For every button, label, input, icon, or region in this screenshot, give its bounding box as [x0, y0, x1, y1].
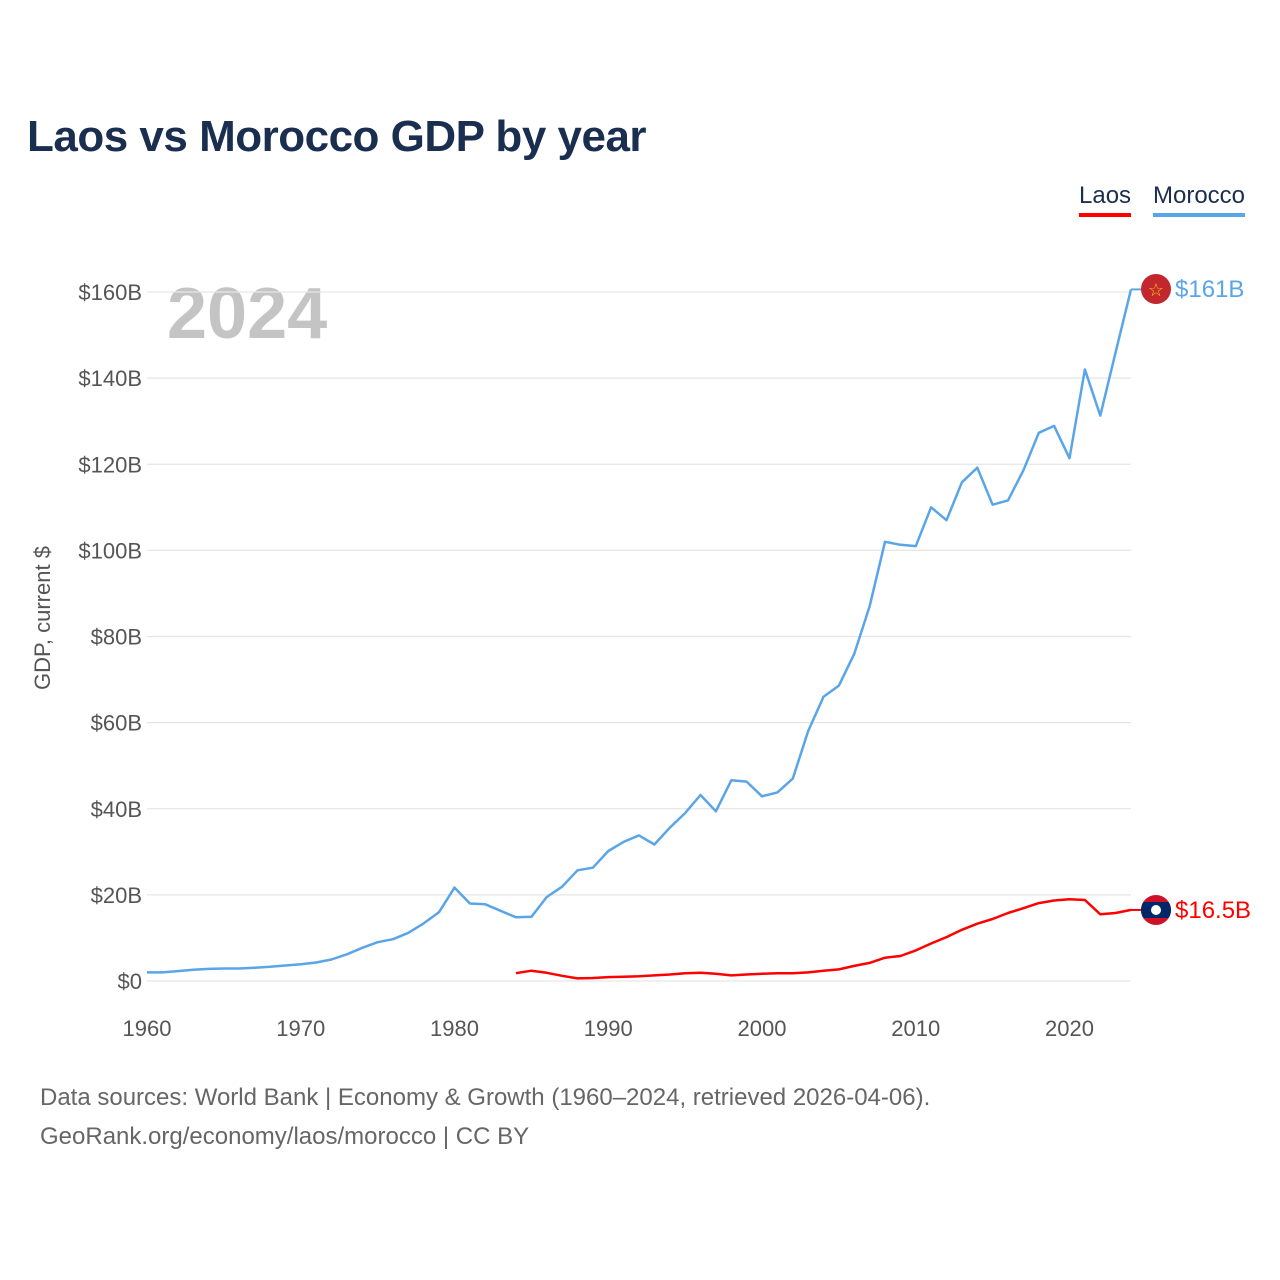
footer-link[interactable]: GeoRank.org/economy/laos/morocco | CC BY: [40, 1123, 530, 1150]
y-tick-label: $40B: [91, 797, 142, 822]
year-watermark: 2024: [167, 274, 327, 354]
y-tick-label: $80B: [91, 625, 142, 650]
laos-flag-moon: [1151, 905, 1161, 915]
y-tick-label: $120B: [78, 452, 142, 477]
star-icon: ☆: [1148, 280, 1164, 300]
x-tick-label: 1970: [276, 1016, 325, 1041]
y-tick-label: $0: [118, 969, 142, 994]
chart-title: Laos vs Morocco GDP by year: [27, 112, 647, 161]
morocco-flag-icon: [1141, 274, 1171, 304]
end-value-label-laos: $16.5B: [1175, 897, 1251, 924]
y-tick-label: $60B: [91, 711, 142, 736]
x-tick-label: 2010: [891, 1016, 940, 1041]
x-tick-label: 2020: [1045, 1016, 1094, 1041]
y-tick-label: $160B: [78, 280, 142, 305]
x-tick-label: 1980: [430, 1016, 479, 1041]
x-tick-label: 1990: [584, 1016, 633, 1041]
y-tick-label: $140B: [78, 366, 142, 391]
y-axis-label: GDP, current $: [30, 546, 55, 690]
end-value-label-morocco: $161B: [1175, 276, 1244, 303]
footer-sources: Data sources: World Bank | Economy & Gro…: [40, 1084, 931, 1111]
legend-morocco[interactable]: Morocco: [1153, 182, 1246, 217]
x-tick-label: 2000: [738, 1016, 787, 1041]
legend-laos[interactable]: Laos: [1079, 182, 1132, 217]
y-tick-label: $20B: [91, 883, 142, 908]
series-line-laos: [515, 897, 1132, 980]
series-line-morocco: [147, 289, 1133, 974]
x-tick-label: 1960: [123, 1016, 172, 1041]
y-tick-label: $100B: [78, 538, 142, 563]
